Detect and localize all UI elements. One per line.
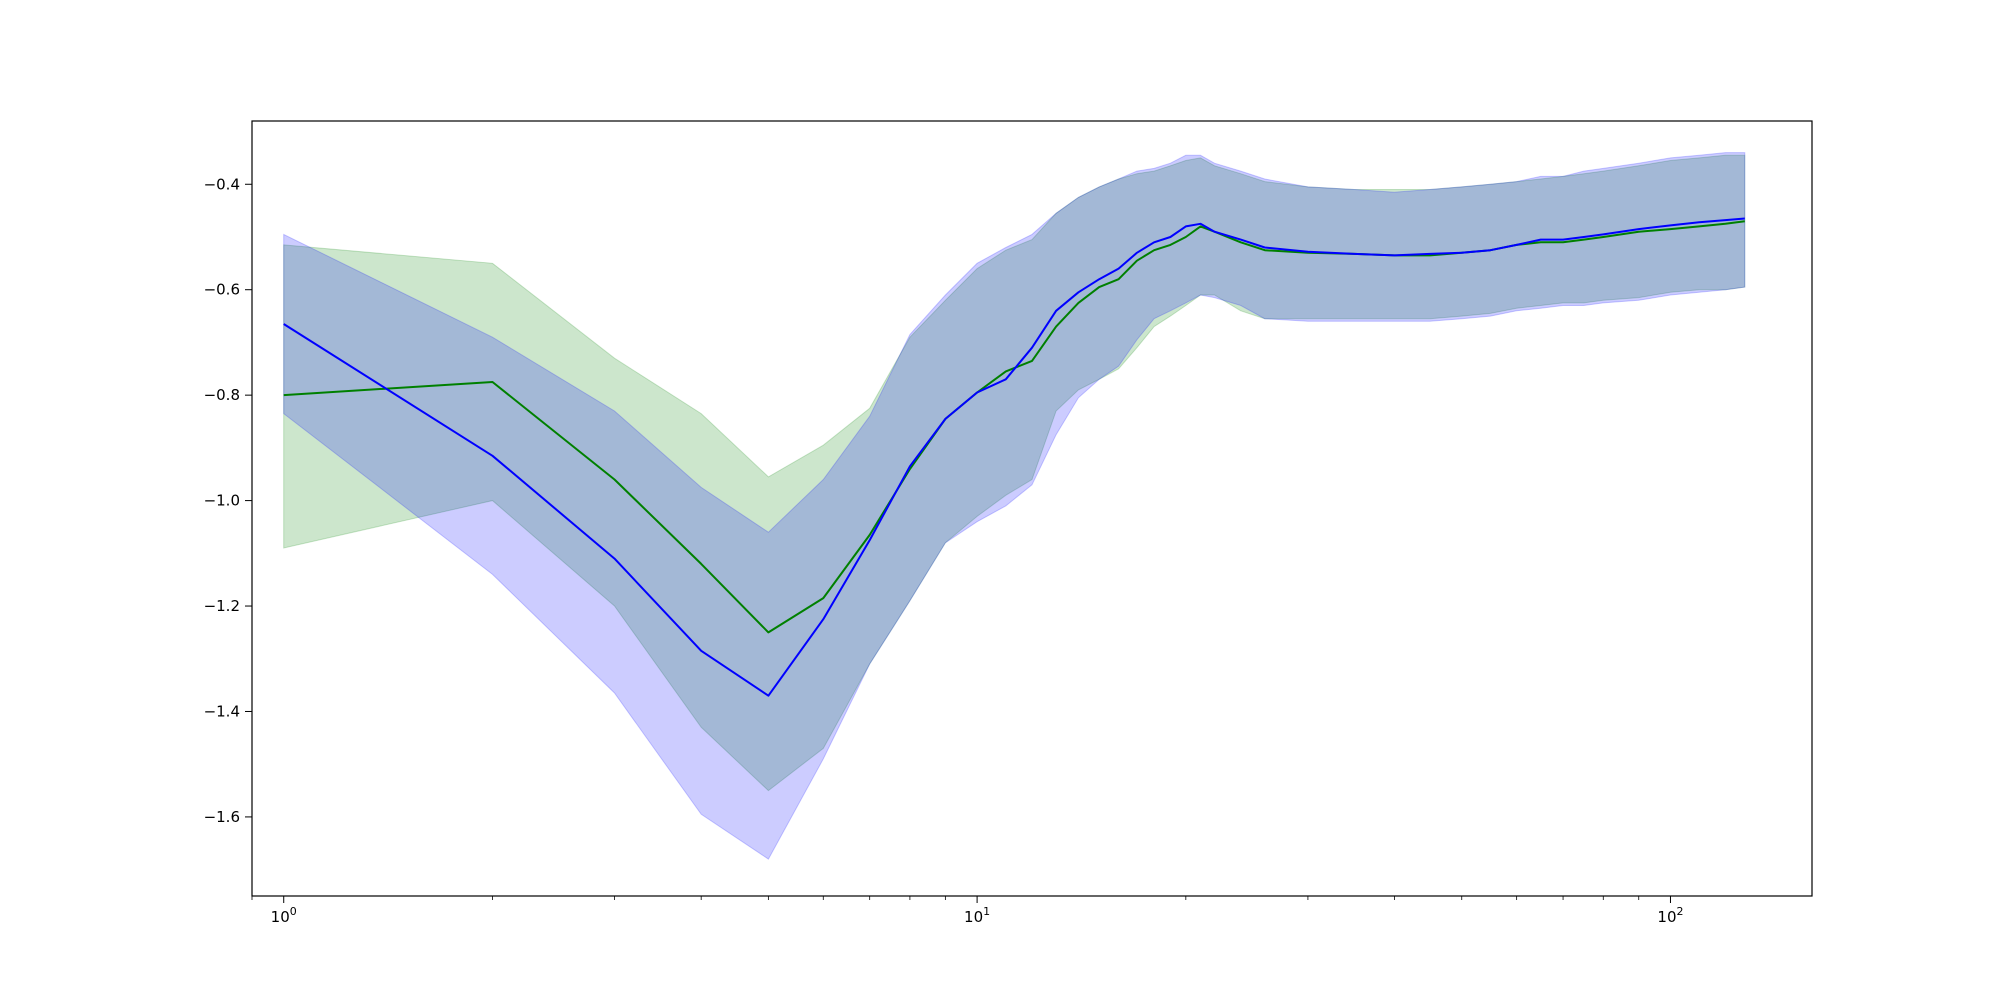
y-tick-label: −1.2 (204, 597, 240, 615)
y-tick-label: −1.4 (204, 702, 240, 720)
y-tick-label: −0.6 (204, 281, 240, 299)
confidence-bands (283, 152, 1746, 860)
x-tick-label: 100 (271, 905, 297, 926)
x-tick-label: 102 (1657, 905, 1683, 926)
green-confidence-band (283, 154, 1746, 792)
blue-confidence-band (283, 152, 1746, 860)
series-lines (283, 217, 1745, 697)
y-tick-label: −1.0 (204, 492, 240, 510)
axes: 100 101 102 −0.4 −0.6 −0.8 −1.0 −1.2 −1.4 −1.6 (204, 120, 1813, 926)
plot-frame (251, 120, 1813, 897)
y-tick-label: −1.6 (204, 808, 240, 826)
y-tick-label: −0.4 (204, 175, 240, 193)
x-tick-label: 101 (964, 905, 990, 926)
blue-series-line (283, 217, 1745, 697)
y-tick-label: −0.8 (204, 386, 240, 404)
